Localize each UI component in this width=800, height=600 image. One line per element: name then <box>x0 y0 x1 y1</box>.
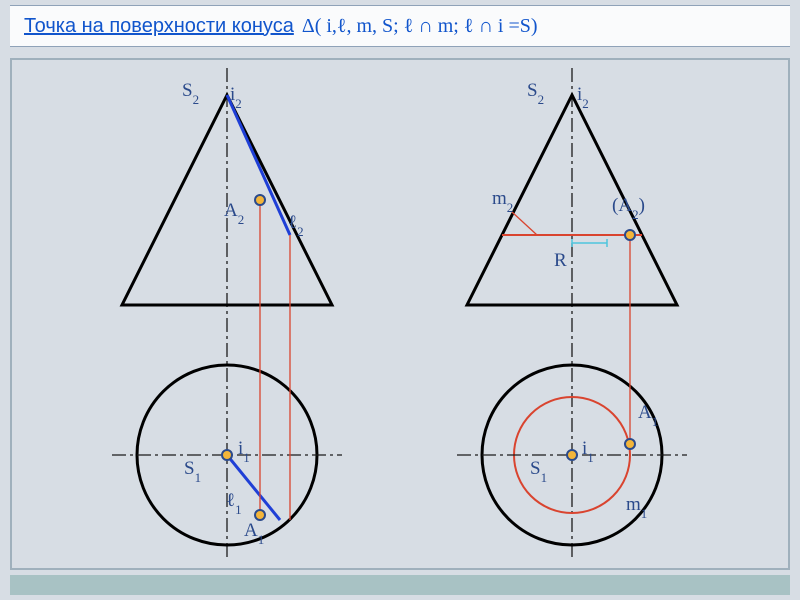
svg-text:A1: A1 <box>638 402 658 429</box>
diagram-svg: S2i2A2ℓ2i1S1ℓ1A1S2i2m2(A2)RA1i1S1m1 <box>12 60 792 572</box>
svg-text:(A2): (A2) <box>612 195 645 222</box>
title-bar: Точка на поверхности конуса Δ( i,ℓ, m, S… <box>10 5 790 47</box>
svg-text:S2: S2 <box>182 80 199 107</box>
svg-text:ℓ1: ℓ1 <box>226 490 242 517</box>
svg-text:i1: i1 <box>582 438 594 465</box>
footer-strip <box>10 575 790 595</box>
svg-text:S1: S1 <box>530 458 547 485</box>
svg-text:m2: m2 <box>492 188 513 215</box>
svg-text:i1: i1 <box>238 438 250 465</box>
svg-text:R: R <box>554 250 567 271</box>
title-math: Δ( i,ℓ, m, S; ℓ ∩ m; ℓ ∩ i =S) <box>302 15 538 38</box>
title-link: Точка на поверхности конуса <box>24 15 294 38</box>
diagram-panel: S2i2A2ℓ2i1S1ℓ1A1S2i2m2(A2)RA1i1S1m1 <box>10 58 790 570</box>
svg-text:S1: S1 <box>184 458 201 485</box>
svg-text:S2: S2 <box>527 80 544 107</box>
